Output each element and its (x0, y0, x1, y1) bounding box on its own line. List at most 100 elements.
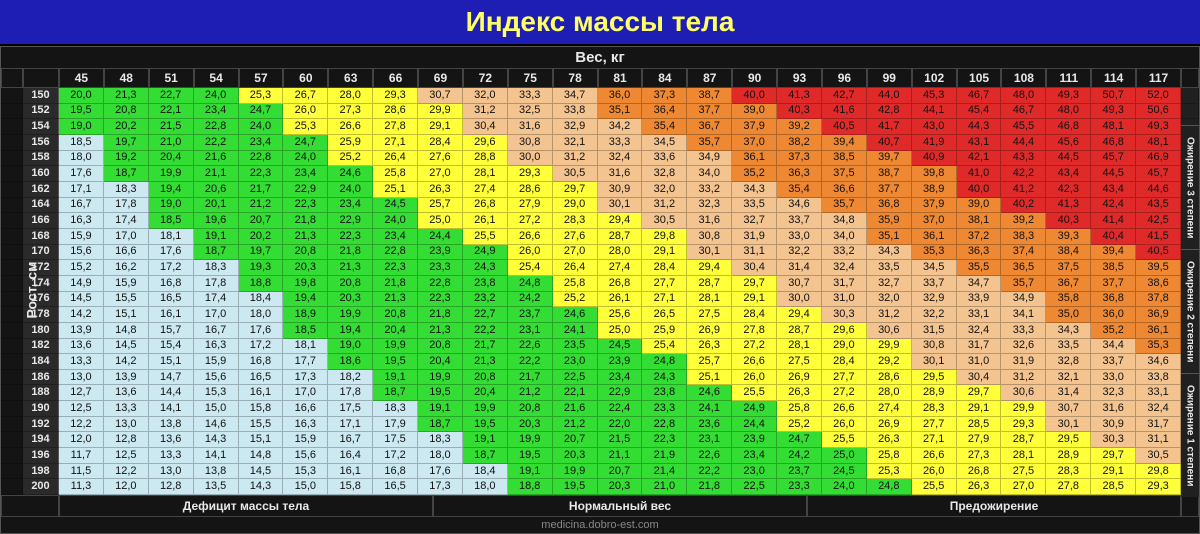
col-header: 117 (1136, 68, 1181, 88)
bmi-cell: 15,2 (59, 260, 104, 276)
bmi-cell: 24,0 (328, 182, 373, 198)
bmi-cell: 22,8 (418, 276, 463, 292)
bmi-cell: 24,0 (822, 479, 867, 495)
bmi-cell: 42,3 (1046, 182, 1091, 198)
bmi-cell: 28,0 (328, 88, 373, 104)
bmi-cell: 22,1 (149, 104, 194, 120)
bmi-cell: 35,5 (957, 260, 1002, 276)
bmi-cell: 26,7 (283, 88, 328, 104)
bmi-cell: 23,9 (732, 432, 777, 448)
bmi-cell: 23,6 (687, 417, 732, 433)
bmi-cell: 30,0 (777, 292, 822, 308)
bmi-cell: 18,5 (149, 213, 194, 229)
bmi-cell: 27,2 (732, 339, 777, 355)
bmi-cell: 38,2 (777, 135, 822, 151)
bmi-cell: 19,2 (104, 151, 149, 167)
bmi-cell: 40,3 (1046, 213, 1091, 229)
bmi-cell: 36,1 (1136, 323, 1181, 339)
bmi-cell: 15,6 (59, 245, 104, 261)
bmi-cell: 14,5 (104, 339, 149, 355)
col-header: 99 (867, 68, 912, 88)
right-legend-item: Ожирение 2 степени (1181, 249, 1199, 373)
col-header: 108 (1001, 68, 1046, 88)
bmi-cell: 21,5 (149, 119, 194, 135)
bmi-cell: 33,9 (957, 292, 1002, 308)
table-row: 20011,312,012,813,514,315,015,816,517,31… (1, 479, 1199, 495)
bmi-cell: 19,6 (194, 213, 239, 229)
bmi-cell: 38,6 (1136, 276, 1181, 292)
bmi-cell: 17,5 (373, 432, 418, 448)
bmi-cell: 19,4 (328, 323, 373, 339)
row-header: 190 (23, 401, 59, 417)
bmi-cell: 32,0 (463, 88, 508, 104)
bmi-cell: 14,8 (104, 323, 149, 339)
bmi-cell: 30,7 (777, 276, 822, 292)
bmi-cell: 29,8 (1136, 464, 1181, 480)
bmi-cell: 23,9 (418, 245, 463, 261)
col-header: 111 (1046, 68, 1091, 88)
bmi-cell: 13,3 (104, 401, 149, 417)
bmi-cell: 29,8 (642, 229, 687, 245)
bmi-cell: 19,1 (373, 370, 418, 386)
bmi-cell: 15,7 (149, 323, 194, 339)
bmi-cell: 26,6 (328, 119, 373, 135)
bmi-cell: 44,6 (1136, 182, 1181, 198)
bmi-cell: 24,1 (687, 401, 732, 417)
bmi-cell: 34,4 (1091, 339, 1136, 355)
bmi-cell: 19,1 (463, 432, 508, 448)
bmi-cell: 42,2 (1001, 166, 1046, 182)
bmi-cell: 29,9 (418, 104, 463, 120)
bmi-cell: 32,5 (508, 104, 553, 120)
bmi-cell: 25,8 (777, 401, 822, 417)
bmi-cell: 12,8 (149, 479, 194, 495)
bmi-cell: 43,0 (912, 119, 957, 135)
table-row: 15818,019,220,421,622,824,025,226,427,62… (1, 151, 1199, 167)
bmi-cell: 33,2 (822, 245, 867, 261)
bmi-cell: 15,1 (149, 354, 194, 370)
bmi-cell: 19,5 (373, 354, 418, 370)
bmi-cell: 31,2 (1001, 370, 1046, 386)
bmi-cell: 30,3 (1091, 432, 1136, 448)
bmi-cell: 30,4 (732, 260, 777, 276)
bmi-cell: 31,1 (1136, 432, 1181, 448)
bmi-cell: 27,8 (373, 119, 418, 135)
bmi-cell: 25,5 (912, 479, 957, 495)
table-row: 17414,915,916,817,818,819,820,821,822,82… (1, 276, 1199, 292)
right-legend-item: Ожирение 1 степени (1181, 373, 1199, 497)
bmi-cell: 43,5 (1136, 198, 1181, 214)
bmi-cell: 33,1 (957, 307, 1002, 323)
bmi-cell: 26,8 (463, 198, 508, 214)
bmi-cell: 29,1 (642, 245, 687, 261)
bmi-cell: 35,2 (1091, 323, 1136, 339)
bmi-cell: 24,0 (373, 213, 418, 229)
bmi-cell: 40,9 (912, 151, 957, 167)
bmi-cell: 37,4 (1001, 245, 1046, 261)
bmi-cell: 36,6 (822, 182, 867, 198)
bmi-cell: 13,0 (149, 464, 194, 480)
bmi-cell: 31,1 (732, 245, 777, 261)
bmi-cell: 12,8 (104, 432, 149, 448)
bmi-cell: 44,5 (1091, 166, 1136, 182)
col-header: 105 (957, 68, 1002, 88)
bmi-cell: 32,1 (553, 135, 598, 151)
bmi-cell: 22,5 (553, 370, 598, 386)
bmi-cell: 15,0 (283, 479, 328, 495)
bmi-cell: 23,7 (508, 307, 553, 323)
bmi-cell: 23,4 (598, 370, 643, 386)
bmi-cell: 17,3 (283, 370, 328, 386)
bmi-cell: 20,3 (553, 448, 598, 464)
bmi-cell: 27,2 (508, 213, 553, 229)
bmi-cell: 22,6 (687, 448, 732, 464)
bmi-cell: 29,9 (1001, 401, 1046, 417)
bmi-cell: 13,5 (194, 479, 239, 495)
bmi-cell: 26,0 (283, 104, 328, 120)
bmi-table: Рост, см Вес, кг 45485154576063666972757… (0, 46, 1200, 534)
bmi-cell: 25,8 (373, 166, 418, 182)
bmi-cell: 21,8 (328, 245, 373, 261)
bmi-cell: 17,1 (59, 182, 104, 198)
bmi-cell: 16,3 (194, 339, 239, 355)
bmi-cell: 11,5 (59, 464, 104, 480)
bmi-cell: 19,9 (418, 370, 463, 386)
row-header: 180 (23, 323, 59, 339)
bmi-cell: 31,6 (598, 166, 643, 182)
